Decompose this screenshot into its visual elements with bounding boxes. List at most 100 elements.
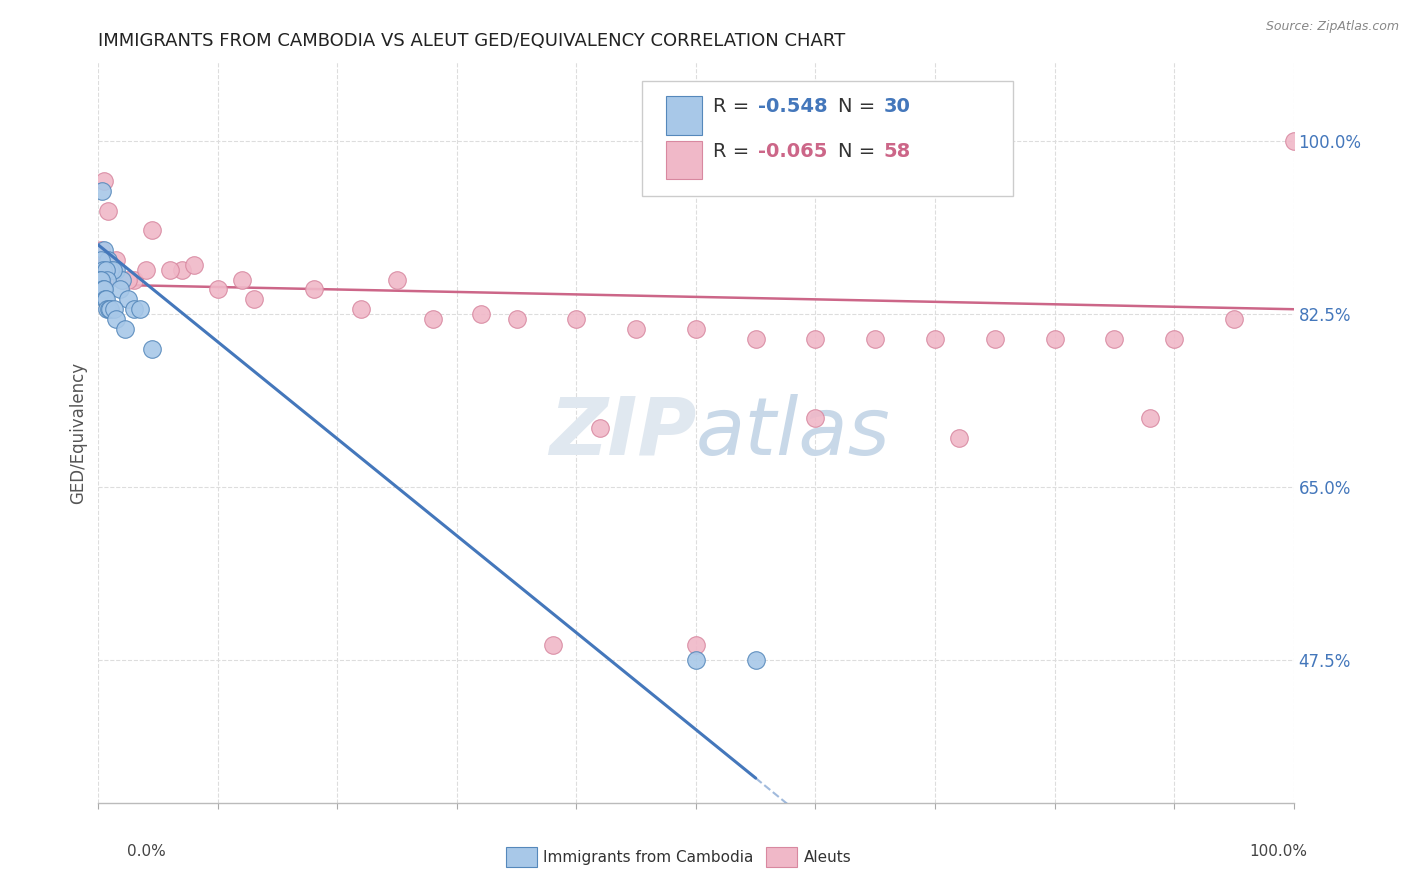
Point [111, 272, 134, 286]
Point [93, 174, 115, 188]
Point [924, 332, 946, 346]
Point [565, 312, 588, 326]
Text: Aleuts: Aleuts [804, 850, 852, 864]
Text: N =: N = [838, 97, 882, 116]
Point [506, 312, 529, 326]
Point [96, 258, 118, 272]
Point [302, 283, 325, 297]
Text: IMMIGRANTS FROM CAMBODIA VS ALEUT GED/EQUIVALENCY CORRELATION CHART: IMMIGRANTS FROM CAMBODIA VS ALEUT GED/EQ… [98, 32, 845, 50]
Text: 100.0%: 100.0% [1250, 845, 1308, 859]
Text: R =: R = [713, 97, 755, 116]
Bar [666, 141, 702, 179]
Point [91, 272, 114, 286]
Point [98, 302, 121, 317]
Point [141, 223, 163, 237]
Point [804, 410, 827, 425]
Point [90, 252, 112, 267]
Point [97, 302, 120, 317]
Point [117, 293, 139, 307]
Text: 30: 30 [883, 97, 911, 116]
Point [1104, 332, 1126, 346]
Point [1223, 312, 1246, 326]
Point [422, 312, 444, 326]
Point [89, 258, 111, 272]
Point [350, 302, 373, 317]
Point [141, 342, 163, 356]
Point [94, 258, 117, 272]
Point [91, 283, 114, 297]
Point [172, 262, 194, 277]
Point [89, 258, 111, 272]
Point [97, 258, 120, 272]
Point [105, 312, 128, 326]
Point [93, 283, 115, 297]
Point [96, 302, 118, 317]
Point [91, 184, 114, 198]
Text: Immigrants from Cambodia: Immigrants from Cambodia [543, 850, 754, 864]
Point [1139, 410, 1161, 425]
Point [124, 272, 146, 286]
Point [105, 268, 128, 282]
Point [1043, 332, 1066, 346]
Text: R =: R = [713, 142, 755, 161]
Y-axis label: GED/Equivalency: GED/Equivalency [69, 361, 87, 504]
Point [89, 272, 111, 286]
Point [804, 332, 827, 346]
Point [385, 272, 409, 286]
Point [135, 262, 157, 277]
Point [124, 302, 146, 317]
Text: atlas: atlas [696, 393, 891, 472]
Point [93, 258, 115, 272]
Point [90, 272, 112, 286]
Point [1163, 332, 1185, 346]
Point [91, 258, 114, 272]
Point [541, 638, 564, 652]
Point [1282, 135, 1305, 149]
Point [111, 272, 134, 286]
Point [91, 258, 114, 272]
Point [105, 262, 128, 277]
Point [96, 258, 118, 272]
Point [96, 293, 118, 307]
Point [745, 332, 768, 346]
Point [91, 258, 114, 272]
Point [96, 272, 118, 286]
Point [129, 302, 152, 317]
Point [93, 243, 115, 257]
Point [685, 322, 707, 336]
Point [589, 420, 612, 434]
Text: Source: ZipAtlas.com: Source: ZipAtlas.com [1265, 20, 1399, 33]
Point [117, 272, 139, 286]
Text: -0.065: -0.065 [758, 142, 828, 161]
Point [105, 252, 128, 267]
Point [90, 243, 112, 257]
Point [97, 252, 120, 267]
Point [98, 262, 122, 277]
FancyBboxPatch shape [643, 81, 1012, 195]
Text: N =: N = [838, 142, 882, 161]
Text: ZIP: ZIP [548, 393, 696, 472]
Point [101, 262, 124, 277]
Point [231, 272, 253, 286]
Point [685, 653, 707, 667]
Text: 58: 58 [883, 142, 911, 161]
Point [183, 258, 205, 272]
Point [103, 302, 125, 317]
Point [91, 262, 114, 277]
Point [96, 262, 118, 277]
Point [94, 262, 117, 277]
Text: -0.548: -0.548 [758, 97, 828, 116]
Point [207, 283, 229, 297]
Point [984, 332, 1007, 346]
Point [94, 258, 117, 272]
Point [108, 283, 131, 297]
Point [114, 322, 136, 336]
Point [685, 638, 707, 652]
Bar [666, 96, 702, 135]
Point [94, 293, 117, 307]
Point [745, 653, 768, 667]
Point [101, 262, 124, 277]
Point [98, 258, 122, 272]
Point [470, 307, 492, 321]
Point [948, 431, 970, 445]
